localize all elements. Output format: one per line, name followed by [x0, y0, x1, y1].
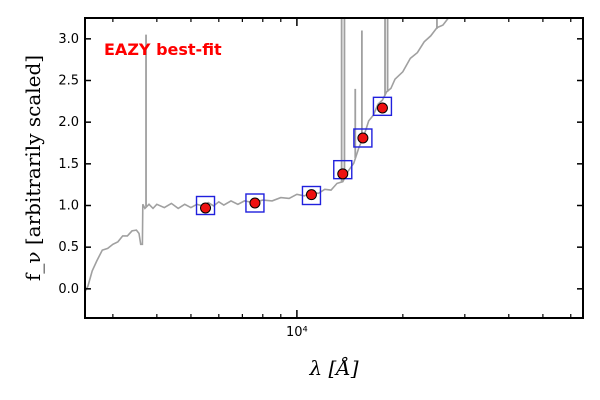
observed-point	[376, 102, 388, 114]
observed-point	[337, 168, 349, 180]
annotation-label: EAZY best-fit	[104, 40, 222, 59]
plot-area	[85, 18, 452, 293]
model-photometry-box	[353, 128, 373, 148]
x-axis-label: λ [Å]	[308, 355, 358, 380]
x-axis-ticks: 10⁴	[112, 18, 572, 340]
y-tick-label: 2.5	[58, 74, 79, 89]
y-axis-label: f_ν [arbitrarily scaled]	[21, 55, 45, 281]
y-tick-label: 0.5	[58, 240, 79, 255]
model-photometry-box	[372, 96, 393, 117]
template-spectrum-line	[85, 18, 452, 293]
observed-point	[305, 189, 317, 201]
model-photometry-box	[245, 193, 265, 213]
y-tick-label: 2.0	[58, 115, 79, 130]
observed-point	[357, 132, 369, 144]
model-photometry-box	[301, 185, 322, 206]
y-tick-label: 0.0	[58, 282, 79, 297]
y-tick-label: 1.0	[58, 199, 79, 214]
y-tick-label: 1.5	[58, 157, 79, 172]
observed-point	[200, 202, 212, 214]
plot-frame	[84, 17, 584, 319]
x-tick-label: 10⁴	[286, 325, 308, 340]
y-axis-ticks: 0.0 0.5 1.0 1.5 2.0 2.5 3.0	[58, 32, 583, 297]
y-tick-label: 3.0	[58, 32, 79, 47]
observed-point	[249, 197, 261, 209]
model-photometry-box	[195, 195, 216, 216]
